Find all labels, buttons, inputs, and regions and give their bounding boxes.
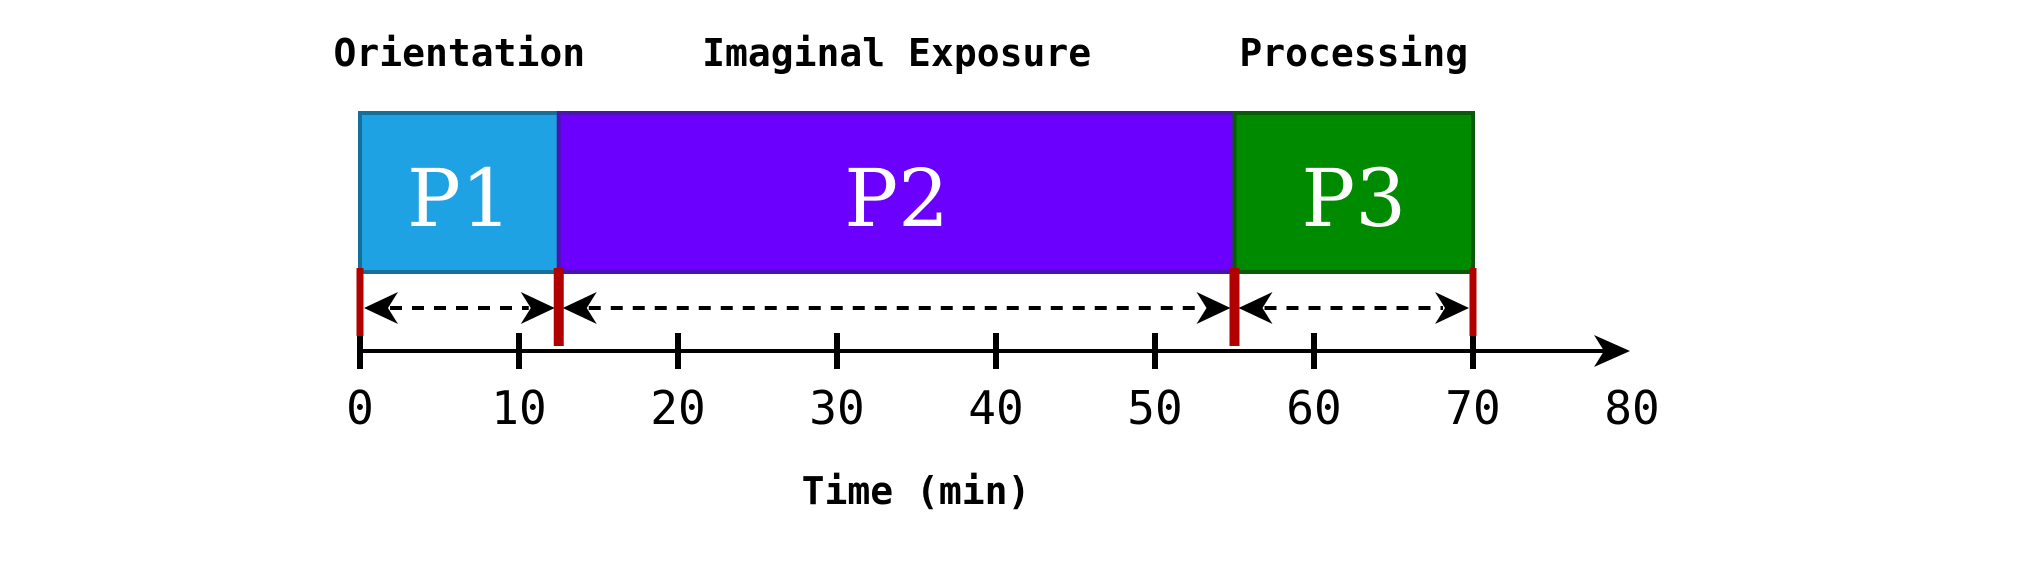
phase-label-p2: P2 — [844, 152, 949, 245]
tick-label: 60 — [1286, 381, 1341, 435]
phase-title-processing: Processing — [1239, 31, 1468, 75]
phase-block-p1 — [358, 111, 561, 274]
axis-ticks: 0 10 20 30 40 50 60 70 80 — [346, 333, 1660, 435]
tick-label: 0 — [346, 381, 374, 435]
phase-block-p3 — [1232, 111, 1475, 274]
arrow-right-icon — [1196, 292, 1231, 324]
phase-label-p1: P1 — [407, 152, 512, 245]
arrow-right-icon — [1435, 292, 1469, 324]
arrow-left-icon — [562, 292, 597, 324]
tick-label: 40 — [968, 381, 1023, 435]
arrow-left-icon — [1238, 292, 1273, 324]
phase-boundary-markers — [356, 268, 1477, 346]
time-axis — [358, 335, 1630, 367]
tick-label: 50 — [1127, 381, 1182, 435]
axis-title: Time (min) — [802, 469, 1031, 513]
tick-label: 30 — [809, 381, 864, 435]
phase-block-p2 — [556, 111, 1237, 274]
phase-titles: Orientation Imaginal Exposure Processing — [334, 31, 1469, 75]
tick-label: 80 — [1604, 381, 1659, 435]
phase-title-imaginal-exposure: Imaginal Exposure — [702, 31, 1091, 75]
tick-label: 10 — [491, 381, 546, 435]
tick-label: 20 — [650, 381, 705, 435]
phase-label-p3: P3 — [1301, 152, 1406, 245]
duration-arrows — [364, 292, 1469, 324]
arrow-left-icon — [364, 292, 398, 324]
phase-title-orientation: Orientation — [334, 31, 586, 75]
arrow-right-icon — [520, 292, 555, 324]
phase-blocks: P1 P2 P3 — [358, 111, 1475, 274]
time-axis-arrowhead — [1594, 335, 1630, 367]
tick-label: 70 — [1445, 381, 1500, 435]
